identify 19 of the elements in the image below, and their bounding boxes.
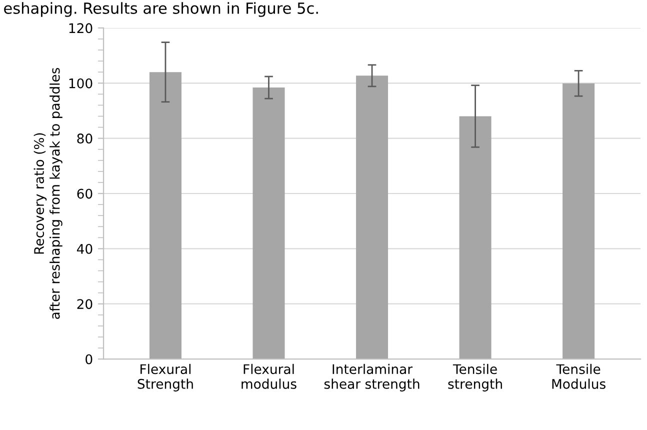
y-tick-label: 60 (77, 188, 92, 199)
bar (252, 88, 285, 360)
x-tick-label: Tensile strength (448, 364, 502, 392)
x-tick-label: Flexural Strength (138, 364, 193, 392)
bar (459, 116, 492, 360)
text: eshaping. Results are shown in Figure 5c. (4, 2, 318, 17)
y-tick-label: 40 (76, 244, 92, 254)
x-tick-label: Flexural modulus (242, 364, 296, 389)
y-tick-label: 20 (77, 299, 92, 310)
y-axis-title: Recovery ratio (%) after reshaping from kayak to paddles (34, 68, 62, 319)
bar (562, 83, 595, 360)
x-tick-label: Interlaminar shear strength (324, 364, 420, 392)
y-tick-label: 120 (69, 23, 92, 34)
y-tick-label: 0 (86, 354, 92, 364)
y-tick-label: 100 (69, 78, 92, 88)
bar (149, 72, 182, 360)
x-tick-label: Tensile Modulus (552, 364, 606, 389)
bar (356, 76, 388, 360)
y-tick-label: 80 (77, 134, 92, 144)
